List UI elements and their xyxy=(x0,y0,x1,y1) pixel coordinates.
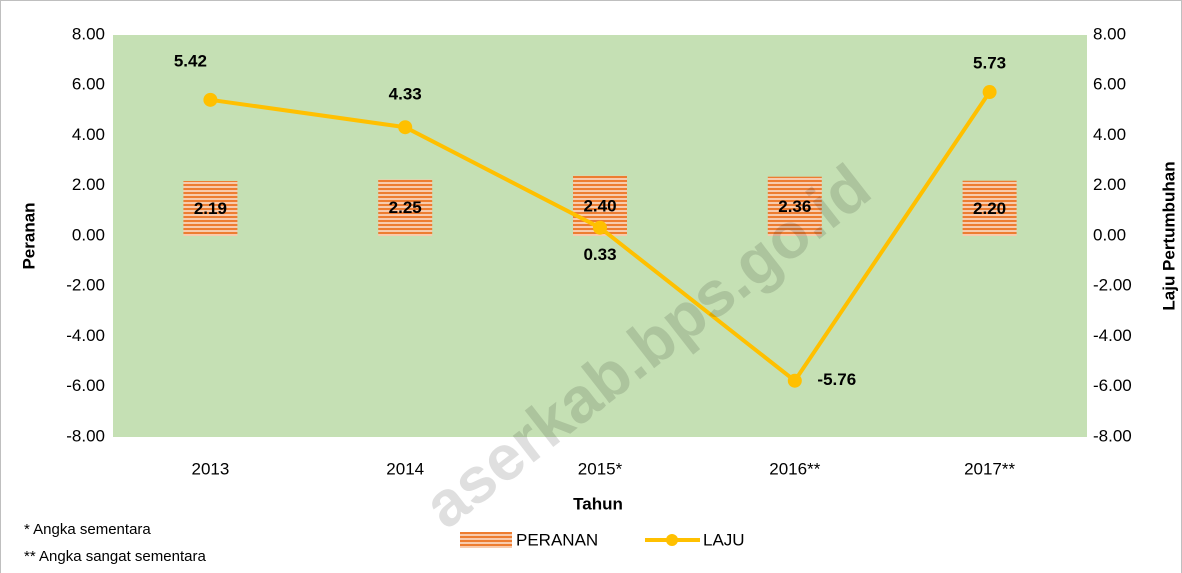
x-tick-label: 2014 xyxy=(386,459,424,478)
y2-axis-title: Laju Pertumbuhan xyxy=(1159,161,1178,310)
data-label: 0.33 xyxy=(583,245,616,264)
line-point xyxy=(203,92,218,107)
line-point xyxy=(787,373,802,388)
x-tick-label: 2016** xyxy=(769,459,820,478)
y-tick-label: 0.00 xyxy=(72,225,105,244)
y-tick-label: -8.00 xyxy=(66,426,105,445)
y2-tick-label: 2.00 xyxy=(1093,175,1126,194)
y2-tick-label: -2.00 xyxy=(1093,276,1132,295)
y2-tick-label: -6.00 xyxy=(1093,376,1132,395)
legend-label: LAJU xyxy=(703,530,745,549)
data-label: 2.36 xyxy=(778,197,811,216)
note: ** Angka sangat sementara xyxy=(24,548,206,565)
x-tick-label: 2017** xyxy=(964,459,1015,478)
y2-tick-label: 8.00 xyxy=(1093,24,1126,43)
bar xyxy=(767,176,822,236)
y2-tick-label: 4.00 xyxy=(1093,125,1126,144)
line-point xyxy=(398,120,413,135)
y-tick-label: -4.00 xyxy=(66,326,105,345)
y-tick-label: -2.00 xyxy=(66,276,105,295)
y-tick-label: 4.00 xyxy=(72,125,105,144)
y-tick-label: 6.00 xyxy=(72,75,105,94)
line-point xyxy=(982,85,997,100)
data-label: 4.33 xyxy=(389,85,422,104)
y2-tick-label: -4.00 xyxy=(1093,326,1132,345)
legend-swatch xyxy=(666,534,678,546)
line-point xyxy=(593,220,607,235)
x-tick-label: 2013 xyxy=(191,459,229,478)
x-axis-title: Tahun xyxy=(573,494,623,513)
y-tick-label: -6.00 xyxy=(66,376,105,395)
data-label: 2.25 xyxy=(389,198,422,217)
legend-swatch xyxy=(460,532,512,548)
note: * Angka sementara xyxy=(24,521,151,538)
y-tick-label: 2.00 xyxy=(72,175,105,194)
bar xyxy=(183,180,238,236)
data-label: 2.19 xyxy=(194,199,227,218)
bar xyxy=(962,180,1017,236)
y2-tick-label: 0.00 xyxy=(1093,225,1126,244)
y2-tick-label: 6.00 xyxy=(1093,75,1126,94)
data-label: 2.20 xyxy=(973,199,1006,218)
y2-tick-label: -8.00 xyxy=(1093,426,1132,445)
data-label: 5.73 xyxy=(973,54,1006,73)
x-tick-label: 2015* xyxy=(578,459,623,478)
bar xyxy=(378,179,433,236)
data-label: 2.40 xyxy=(583,196,616,215)
data-label: -5.76 xyxy=(817,370,856,389)
legend-label: PERANAN xyxy=(516,530,598,549)
y-axis-title: Peranan xyxy=(19,202,38,269)
data-label: 5.42 xyxy=(174,51,207,70)
y-tick-label: 8.00 xyxy=(72,24,105,43)
